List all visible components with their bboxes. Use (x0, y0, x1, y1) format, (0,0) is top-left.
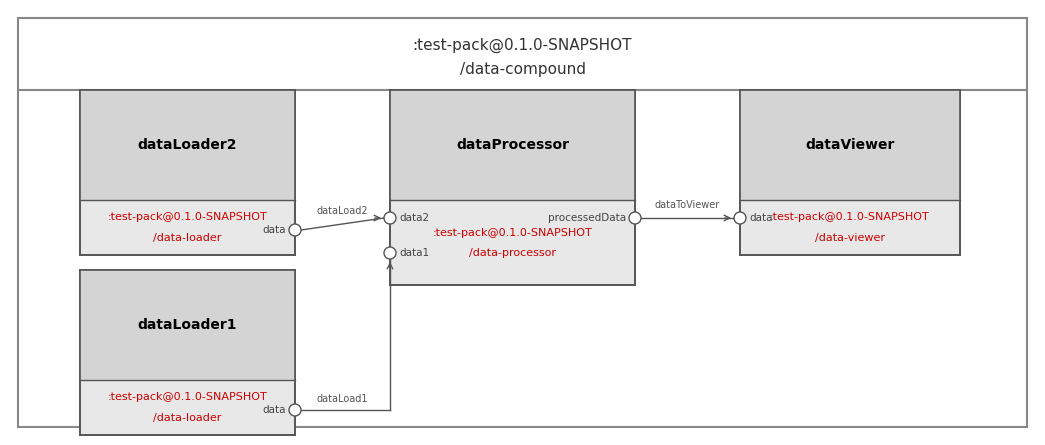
Text: data2: data2 (399, 213, 429, 223)
Text: dataLoad1: dataLoad1 (317, 394, 368, 404)
Text: /data-compound: /data-compound (460, 62, 585, 77)
Text: :test-pack@0.1.0-SNAPSHOT: :test-pack@0.1.0-SNAPSHOT (433, 227, 593, 238)
Text: :test-pack@0.1.0-SNAPSHOT: :test-pack@0.1.0-SNAPSHOT (770, 213, 930, 222)
Bar (390, 90, 635, 200)
Bar (80, 270, 295, 380)
Text: processedData: processedData (548, 213, 626, 223)
Bar (80, 90, 295, 255)
Text: dataLoad2: dataLoad2 (317, 206, 368, 216)
Text: data1: data1 (399, 248, 429, 258)
Circle shape (384, 247, 396, 259)
Bar (390, 90, 635, 285)
Circle shape (289, 224, 301, 236)
Bar (80, 90, 295, 200)
Text: /data-viewer: /data-viewer (815, 232, 885, 243)
Circle shape (384, 212, 396, 224)
Text: :test-pack@0.1.0-SNAPSHOT: :test-pack@0.1.0-SNAPSHOT (108, 213, 268, 222)
Text: dataProcessor: dataProcessor (456, 138, 568, 152)
Text: /data-processor: /data-processor (469, 247, 556, 258)
Circle shape (289, 404, 301, 416)
Text: data: data (262, 405, 286, 415)
Text: /data-loader: /data-loader (154, 413, 222, 422)
Bar (740, 90, 960, 200)
Text: data: data (262, 225, 286, 235)
Text: :test-pack@0.1.0-SNAPSHOT: :test-pack@0.1.0-SNAPSHOT (413, 38, 632, 53)
Text: dataLoader1: dataLoader1 (138, 318, 237, 332)
Text: :test-pack@0.1.0-SNAPSHOT: :test-pack@0.1.0-SNAPSHOT (108, 392, 268, 402)
Text: dataLoader2: dataLoader2 (138, 138, 237, 152)
Text: dataViewer: dataViewer (806, 138, 895, 152)
Text: data: data (749, 213, 772, 223)
Text: /data-loader: /data-loader (154, 232, 222, 243)
Circle shape (734, 212, 746, 224)
Bar (740, 90, 960, 255)
Bar (80, 270, 295, 435)
Circle shape (629, 212, 641, 224)
Text: dataToViewer: dataToViewer (655, 200, 720, 210)
